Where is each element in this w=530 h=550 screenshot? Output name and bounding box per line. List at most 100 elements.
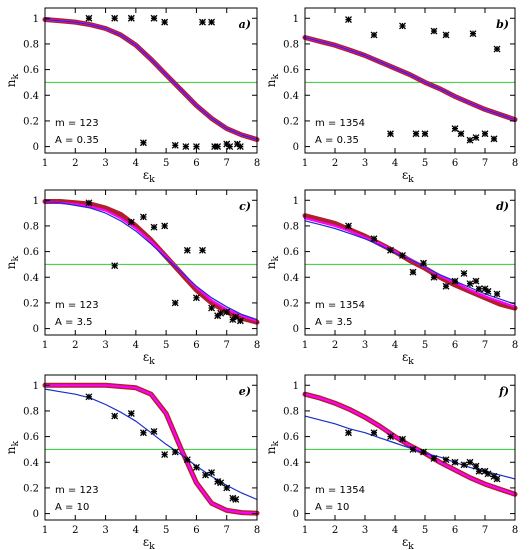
plot-frame (304, 7, 516, 154)
y-tick-label: 1 (33, 196, 39, 207)
y-tick-label: 0.8 (283, 39, 299, 50)
x-tick-label: 6 (193, 340, 199, 351)
data-point (475, 285, 483, 293)
data-point (481, 130, 489, 138)
x-tick-label: 4 (392, 340, 398, 351)
parameter-label: A = 0.35 (315, 135, 359, 146)
data-point (161, 222, 169, 230)
x-tick-label: 3 (362, 340, 368, 351)
data-point (111, 262, 119, 270)
data-point (183, 456, 191, 464)
y-axis-label: nk (4, 440, 21, 454)
data-point (111, 14, 119, 22)
x-tick-label: 2 (72, 158, 78, 169)
x-tick-label: 5 (163, 340, 169, 351)
y-tick-label: 0 (33, 142, 39, 153)
data-point (421, 130, 429, 138)
x-axis-label: εk (402, 168, 414, 185)
data-point (150, 223, 158, 231)
x-tick-label: 5 (163, 525, 169, 536)
y-tick-label: 0.6 (23, 65, 39, 76)
plot-frame (44, 374, 258, 521)
plot-frame (304, 189, 516, 336)
data-point (466, 458, 474, 466)
x-tick-label: 7 (224, 158, 230, 169)
parameter-label: m = 1354 (315, 485, 365, 496)
data-point (409, 445, 417, 453)
y-axis-label: nk (4, 73, 21, 87)
x-tick-label: 3 (102, 525, 108, 536)
data-point (171, 448, 179, 456)
x-tick-label: 7 (224, 525, 230, 536)
x-tick-label: 8 (512, 525, 518, 536)
data-point (139, 139, 147, 147)
data-point (466, 136, 474, 144)
data-point (475, 467, 483, 475)
data-point (192, 294, 200, 302)
y-tick-label: 0.4 (283, 273, 299, 284)
panel-label: c) (239, 200, 251, 213)
x-tick-label: 1 (302, 340, 308, 351)
y-axis-label: nk (264, 440, 281, 454)
x-tick-label: 3 (102, 340, 108, 351)
x-tick-label: 1 (42, 525, 48, 536)
x-tick-label: 3 (362, 525, 368, 536)
data-point (460, 461, 468, 469)
y-tick-label: 0.2 (23, 116, 39, 127)
data-point (217, 479, 225, 487)
x-tick-label: 7 (224, 340, 230, 351)
data-point (345, 222, 352, 230)
y-tick-label: 0.8 (283, 406, 299, 417)
data-point (150, 14, 158, 22)
data-point (211, 143, 219, 151)
chart-panel-a: 1 2 3 4 5 6 7 8 0 0.2 0.4 0.6 0.8 1 εk nk a) m = 123 A = 0… (4, 7, 260, 185)
data-point (232, 496, 240, 503)
x-tick-label: 1 (302, 158, 308, 169)
x-tick-label: 8 (254, 525, 260, 536)
y-tick-label: 0.2 (23, 298, 39, 309)
x-tick-label: 2 (332, 340, 338, 351)
data-point (430, 454, 438, 462)
fit-curve (302, 213, 518, 311)
y-tick-label: 0.8 (23, 39, 39, 50)
x-tick-label: 6 (452, 158, 458, 169)
x-tick-label: 2 (72, 525, 78, 536)
data-point (208, 18, 216, 26)
data-point (139, 429, 147, 437)
plot-frame (44, 7, 258, 154)
data-point (472, 462, 480, 470)
data-point (85, 14, 93, 22)
y-tick-label: 1 (33, 381, 39, 392)
data-point (472, 134, 480, 142)
fit-curve (302, 35, 518, 123)
data-point (387, 130, 394, 138)
data-point (226, 143, 234, 151)
panel-label: f) (498, 385, 509, 398)
x-axis-label: εk (143, 350, 155, 367)
data-point (345, 16, 352, 24)
y-tick-label: 0.2 (283, 116, 299, 127)
parameter-label: m = 123 (55, 485, 99, 496)
parameter-label: m = 123 (55, 300, 99, 311)
y-tick-label: 0.4 (23, 458, 39, 469)
y-axis-label: nk (4, 255, 21, 269)
parameter-label: A = 10 (315, 502, 349, 513)
data-point (127, 218, 135, 226)
fit-curve (304, 36, 516, 121)
x-tick-label: 4 (392, 525, 398, 536)
data-point (85, 199, 93, 207)
y-tick-label: 0.4 (283, 91, 299, 102)
x-tick-label: 4 (133, 158, 139, 169)
x-tick-label: 3 (102, 158, 108, 169)
x-tick-label: 4 (133, 340, 139, 351)
data-point (208, 304, 216, 312)
x-tick-label: 1 (302, 525, 308, 536)
y-tick-label: 0.6 (23, 432, 39, 443)
x-tick-label: 8 (512, 340, 518, 351)
x-tick-label: 3 (362, 158, 368, 169)
data-point (192, 463, 200, 471)
x-tick-label: 2 (332, 158, 338, 169)
fit-curve (43, 384, 259, 515)
data-point (183, 246, 191, 254)
chart-panel-e: 1 2 3 4 5 6 7 8 0 0.2 0.4 0.6 0.8 1 εk nk e) m = 123 A = 1… (4, 374, 260, 550)
